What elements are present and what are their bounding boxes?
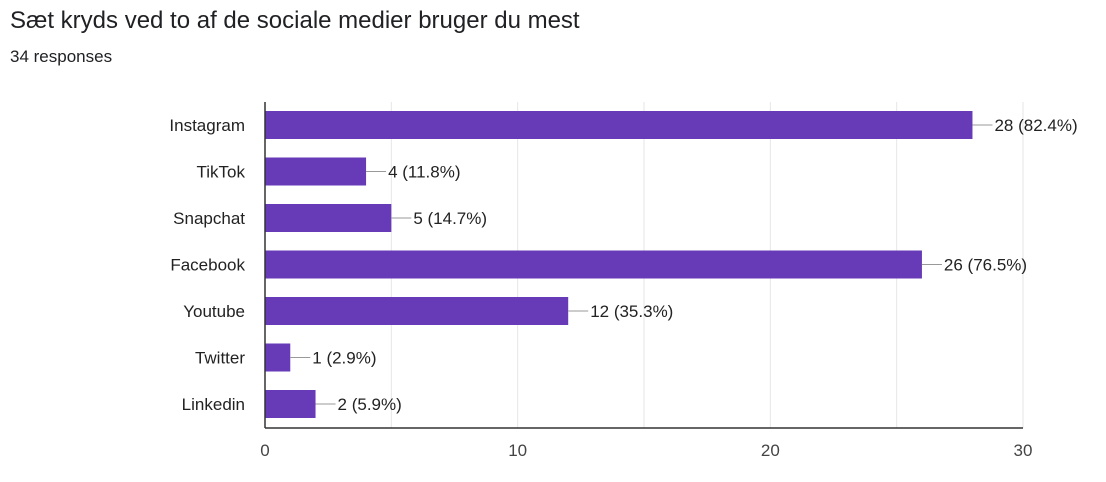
value-label-tiktok: 4 (11.8%) <box>388 163 460 182</box>
bar-youtube[interactable] <box>265 297 569 325</box>
category-label-linkedin: Linkedin <box>182 395 245 414</box>
value-label-twitter: 1 (2.9%) <box>312 349 376 368</box>
x-tick-label: 20 <box>761 441 780 460</box>
bar-instagram[interactable] <box>265 111 973 139</box>
response-count: 34 responses <box>10 47 113 66</box>
category-label-tiktok: TikTok <box>197 163 246 182</box>
x-tick-label: 30 <box>1014 441 1033 460</box>
value-label-youtube: 12 (35.3%) <box>590 302 673 321</box>
category-label-youtube: Youtube <box>183 302 245 321</box>
value-label-facebook: 26 (76.5%) <box>944 256 1027 275</box>
category-label-facebook: Facebook <box>170 256 245 275</box>
value-label-linkedin: 2 (5.9%) <box>338 395 402 414</box>
value-label-snapchat: 5 (14.7%) <box>413 209 487 228</box>
labels: 28 (82.4%) Instagram 4 (11.8%) TikTok 5 (14.… <box>169 116 1077 460</box>
bar-twitter[interactable] <box>265 343 291 372</box>
x-tick-label: 10 <box>508 441 527 460</box>
bar-linkedin[interactable] <box>265 390 316 418</box>
category-label-instagram: Instagram <box>169 116 245 135</box>
x-tick-label: 0 <box>260 441 269 460</box>
category-label-twitter: Twitter <box>195 349 245 368</box>
axes <box>264 102 1023 429</box>
bar-snapchat[interactable] <box>265 204 392 232</box>
question-title: Sæt kryds ved to af de sociale medier br… <box>10 7 580 34</box>
value-label-instagram: 28 (82.4%) <box>994 116 1077 135</box>
bar-tiktok[interactable] <box>265 157 367 186</box>
category-label-snapchat: Snapchat <box>173 209 245 228</box>
bar-facebook[interactable] <box>265 250 922 279</box>
bars <box>265 111 973 418</box>
